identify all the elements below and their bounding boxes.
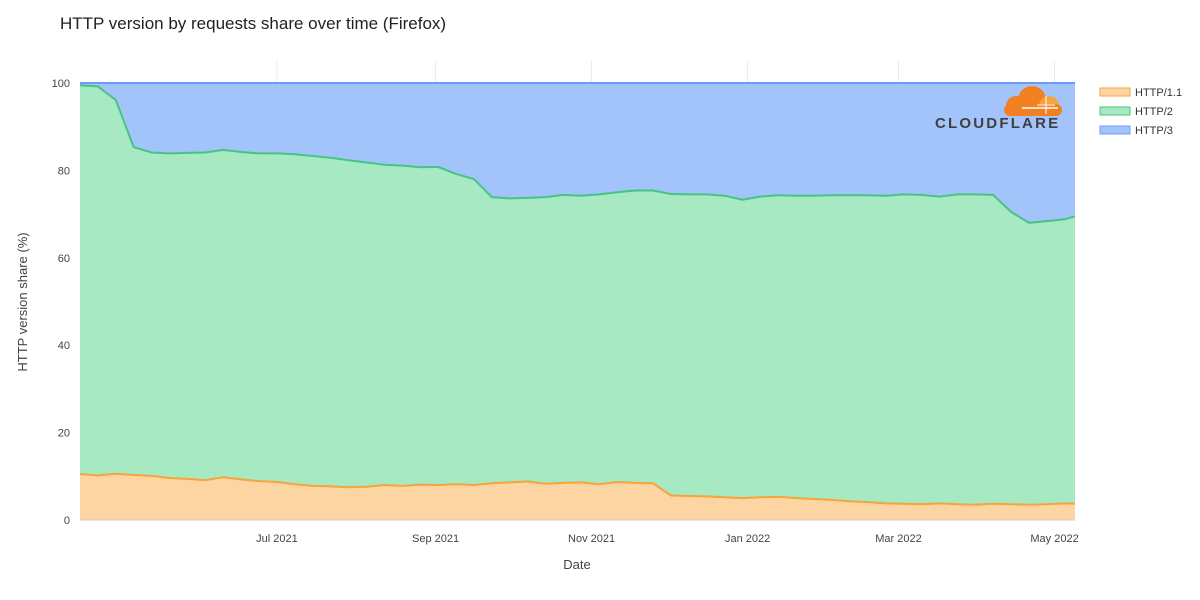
cloudflare-wordmark: CLOUDFLARE bbox=[935, 115, 1060, 132]
x-axis-label: Date bbox=[563, 557, 590, 572]
y-tick-label: 0 bbox=[64, 515, 70, 527]
x-tick-label: Jul 2021 bbox=[256, 533, 298, 545]
y-tick-label: 40 bbox=[58, 340, 70, 352]
x-tick-label: Jan 2022 bbox=[725, 533, 770, 545]
legend-swatch bbox=[1100, 88, 1130, 96]
legend-item: HTTP/2 bbox=[1100, 106, 1173, 118]
y-tick-label: 20 bbox=[58, 428, 70, 440]
x-axis-ticks: Jul 2021 Sep 2021 Nov 2021 Jan 2022 Mar 2022… bbox=[256, 533, 1079, 545]
y-tick-label: 80 bbox=[58, 165, 70, 177]
legend-swatch bbox=[1100, 107, 1130, 115]
legend-item: HTTP/3 bbox=[1100, 125, 1173, 137]
x-tick-label: May 2022 bbox=[1030, 533, 1078, 545]
legend-swatch bbox=[1100, 126, 1130, 134]
series-areas bbox=[80, 83, 1075, 520]
y-axis-label: HTTP version share (%) bbox=[15, 232, 30, 371]
legend-label: HTTP/1.1 bbox=[1135, 87, 1182, 99]
x-tick-label: Sep 2021 bbox=[412, 533, 459, 545]
legend: HTTP/1.1 HTTP/2 HTTP/3 bbox=[1100, 87, 1182, 137]
y-tick-label: 100 bbox=[52, 78, 70, 90]
legend-label: HTTP/3 bbox=[1135, 125, 1173, 137]
legend-item: HTTP/1.1 bbox=[1100, 87, 1182, 99]
legend-label: HTTP/2 bbox=[1135, 106, 1173, 118]
x-tick-label: Mar 2022 bbox=[875, 533, 921, 545]
y-axis-ticks: 0 20 40 60 80 100 bbox=[52, 78, 70, 527]
y-tick-label: 60 bbox=[58, 253, 70, 265]
x-tick-label: Nov 2021 bbox=[568, 533, 615, 545]
